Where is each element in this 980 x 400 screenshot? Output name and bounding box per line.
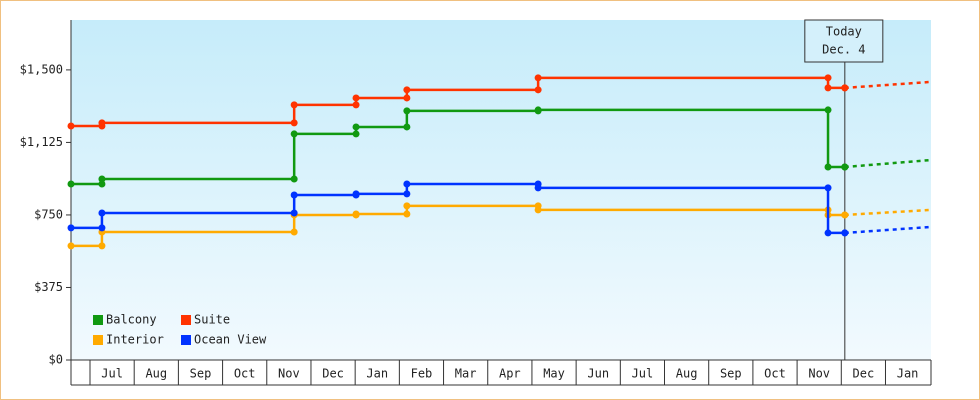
today-date: Dec. 4 — [822, 43, 865, 57]
legend-label: Balcony — [106, 313, 157, 327]
legend-swatch — [93, 315, 103, 325]
x-tick-label: Dec — [853, 367, 875, 381]
point — [841, 163, 849, 171]
x-tick-label: Jan — [897, 367, 919, 381]
point — [67, 122, 75, 130]
point-before — [290, 175, 298, 183]
y-tick-label: $0 — [49, 353, 63, 367]
point — [824, 229, 832, 237]
legend-label: Ocean View — [194, 333, 267, 347]
series-line — [71, 76, 845, 128]
point — [841, 229, 849, 237]
point-before — [98, 180, 106, 188]
point-before — [824, 184, 832, 192]
y-tick-label: $1,500 — [20, 62, 63, 76]
series-line — [71, 108, 845, 186]
point-before — [403, 210, 411, 218]
x-tick-label: Nov — [808, 367, 830, 381]
point — [352, 94, 360, 102]
point — [352, 123, 360, 131]
series-line — [71, 204, 845, 248]
point — [67, 242, 75, 250]
x-tick-label: Jan — [366, 367, 388, 381]
x-tick-label: Oct — [764, 367, 786, 381]
point-before — [824, 106, 832, 114]
point — [67, 224, 75, 232]
x-tick-label: Jun — [587, 367, 609, 381]
point — [403, 86, 411, 94]
point — [352, 190, 360, 198]
x-tick-label: Aug — [676, 367, 698, 381]
point — [534, 106, 542, 114]
point-before — [403, 190, 411, 198]
legend-swatch — [181, 315, 191, 325]
point-before — [98, 242, 106, 250]
x-tick-label: Apr — [499, 367, 521, 381]
x-tick-label: Sep — [720, 367, 742, 381]
point-before — [824, 74, 832, 82]
point — [290, 130, 298, 138]
point — [841, 211, 849, 219]
point-before — [290, 209, 298, 217]
point — [403, 180, 411, 188]
x-tick-label: Jul — [632, 367, 654, 381]
forecast-line — [844, 158, 932, 169]
point — [98, 175, 106, 183]
legend-swatch — [93, 335, 103, 345]
point — [352, 210, 360, 218]
legend-label: Suite — [194, 313, 230, 327]
y-tick-label: $375 — [34, 280, 63, 294]
point — [403, 107, 411, 115]
plot-area — [71, 20, 931, 360]
x-tick-label: Oct — [234, 367, 256, 381]
x-tick-label: Aug — [145, 367, 167, 381]
y-tick-label: $750 — [34, 207, 63, 221]
legend-swatch — [181, 335, 191, 345]
forecast-line — [844, 80, 932, 90]
point — [534, 184, 542, 192]
point-before — [290, 119, 298, 127]
x-tick-label: Dec — [322, 367, 344, 381]
point-before — [290, 228, 298, 236]
y-tick-label: $1,125 — [20, 135, 63, 149]
point — [534, 206, 542, 214]
point — [290, 101, 298, 109]
point-before — [352, 130, 360, 138]
point — [98, 209, 106, 217]
point — [290, 191, 298, 199]
point — [67, 180, 75, 188]
x-tick-label: Feb — [411, 367, 433, 381]
point — [824, 163, 832, 171]
point-before — [98, 224, 106, 232]
x-tick-label: Nov — [278, 367, 300, 381]
x-tick-label: Sep — [190, 367, 212, 381]
x-tick-label: May — [543, 367, 565, 381]
forecast-line — [844, 208, 932, 217]
point-before — [403, 94, 411, 102]
point — [98, 119, 106, 127]
point-before — [403, 123, 411, 131]
x-tick-label: Jul — [101, 367, 123, 381]
legend-label: Interior — [106, 333, 164, 347]
forecast-line — [844, 225, 932, 235]
today-box — [804, 19, 884, 63]
point-before — [534, 86, 542, 94]
point — [824, 84, 832, 92]
series-line — [71, 182, 845, 235]
x-tick-label: Mar — [455, 367, 477, 381]
point — [841, 84, 849, 92]
today-label: Today — [826, 25, 862, 39]
point — [403, 202, 411, 210]
point-before — [352, 101, 360, 109]
point — [534, 74, 542, 82]
